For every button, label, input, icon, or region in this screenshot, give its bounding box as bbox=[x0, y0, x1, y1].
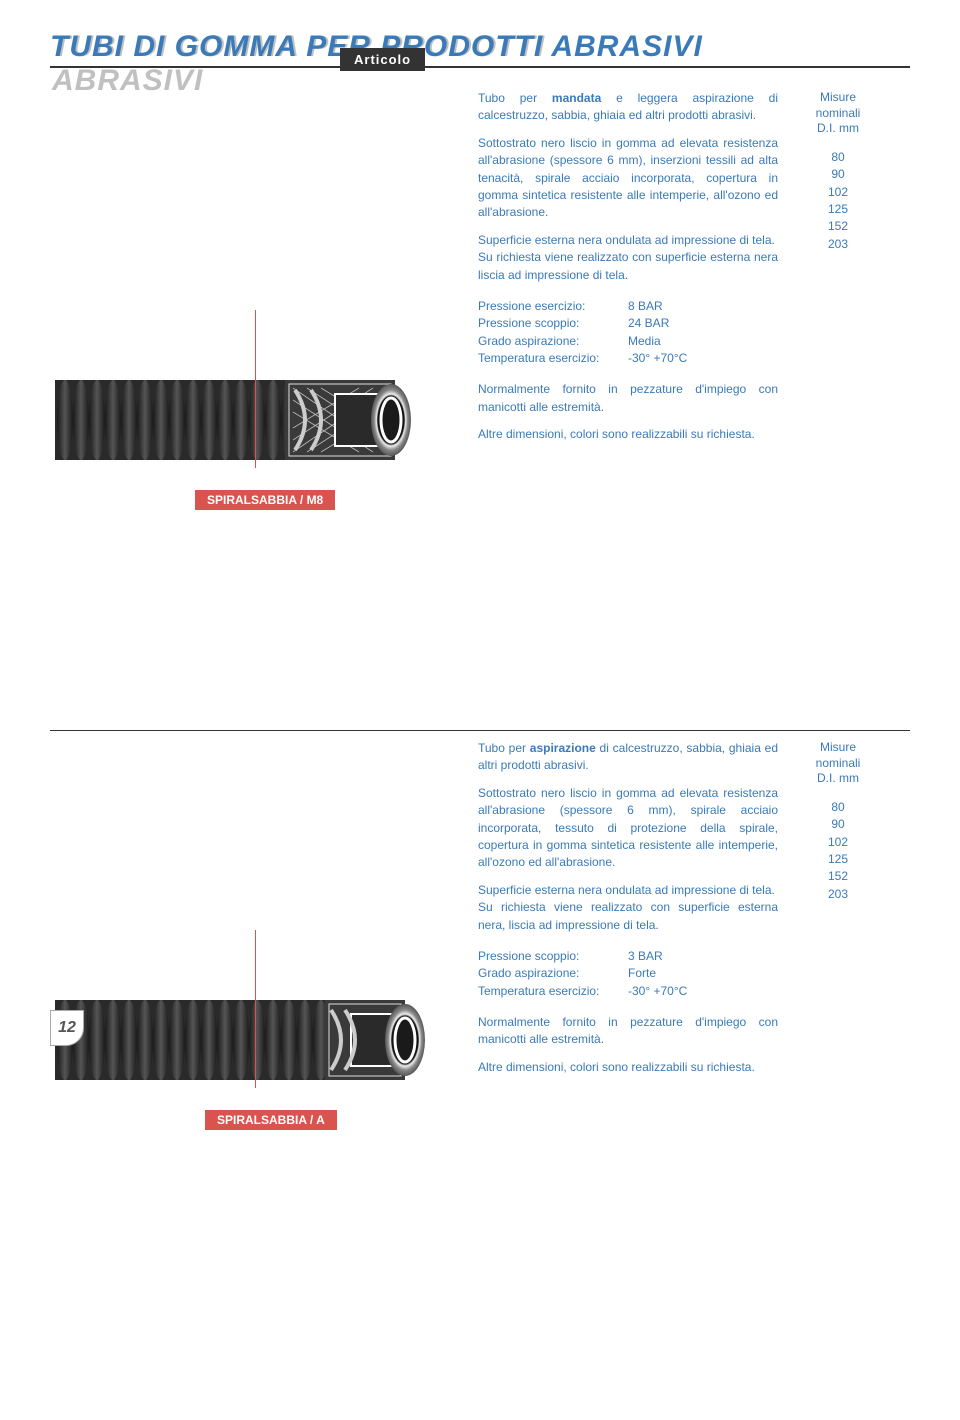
measure-value: 90 bbox=[796, 816, 880, 833]
product-1-measures: Misure nominaliD.I. mm 8090102125152203 bbox=[796, 90, 880, 253]
p2-body1: Sottostrato nero liscio in gomma ad elev… bbox=[478, 785, 778, 872]
measure-value: 80 bbox=[796, 149, 880, 166]
spec-row: Temperatura esercizio:-30° +70°C bbox=[478, 350, 778, 367]
articolo-tab: Articolo bbox=[340, 48, 425, 71]
measure-value: 90 bbox=[796, 166, 880, 183]
page: TUBI DI GOMMA PER PRODOTTI ABRASIVI Arti… bbox=[0, 0, 960, 1420]
p1-specs: Pressione esercizio:8 BARPressione scopp… bbox=[478, 298, 778, 368]
callout-line-1 bbox=[255, 310, 256, 468]
title-bar: TUBI DI GOMMA PER PRODOTTI ABRASIVI bbox=[50, 30, 910, 80]
spec-value: 3 BAR bbox=[628, 948, 663, 965]
spec-value: 8 BAR bbox=[628, 298, 663, 315]
p1-note2: Altre dimensioni, colori sono realizzabi… bbox=[478, 426, 778, 443]
spec-row: Pressione esercizio:8 BAR bbox=[478, 298, 778, 315]
spec-value: -30° +70°C bbox=[628, 983, 687, 1000]
spec-label: Pressione scoppio: bbox=[478, 948, 628, 965]
p1-note1: Normalmente fornito in pezzature d'impie… bbox=[478, 381, 778, 416]
measure-value: 80 bbox=[796, 799, 880, 816]
spec-label: Pressione esercizio: bbox=[478, 298, 628, 315]
callout-line-2 bbox=[255, 930, 256, 1088]
p2-measure-list: 8090102125152203 bbox=[796, 799, 880, 903]
measure-value: 203 bbox=[796, 886, 880, 903]
measure-value: 152 bbox=[796, 218, 880, 235]
measure-value: 152 bbox=[796, 868, 880, 885]
spec-row: Pressione scoppio:24 BAR bbox=[478, 315, 778, 332]
p2-body2: Superficie esterna nera ondulata ad impr… bbox=[478, 882, 778, 934]
product-label-2: SPIRALSABBIA / A bbox=[205, 1110, 337, 1130]
spec-row: Grado aspirazione:Media bbox=[478, 333, 778, 350]
spec-row: Grado aspirazione:Forte bbox=[478, 965, 778, 982]
spec-value: 24 BAR bbox=[628, 315, 669, 332]
measure-value: 203 bbox=[796, 236, 880, 253]
measures-header-2: Misure nominaliD.I. mm bbox=[796, 740, 880, 787]
p1-body2: Superficie esterna nera ondulata ad impr… bbox=[478, 232, 778, 284]
title-underline bbox=[50, 66, 910, 68]
measure-value: 102 bbox=[796, 834, 880, 851]
spec-label: Grado aspirazione: bbox=[478, 965, 628, 982]
measures-header: Misure nominaliD.I. mm bbox=[796, 90, 880, 137]
spec-value: Forte bbox=[628, 965, 656, 982]
spec-value: -30° +70°C bbox=[628, 350, 687, 367]
product-2-measures: Misure nominaliD.I. mm 8090102125152203 bbox=[796, 740, 880, 903]
product-2-description: Tubo per aspirazione di calcestruzzo, sa… bbox=[478, 740, 778, 1086]
product-1-description: Tubo per mandata e leggera aspirazione d… bbox=[478, 90, 778, 454]
hose-image-2 bbox=[55, 960, 435, 1120]
product-label-1: SPIRALSABBIA / M8 bbox=[195, 490, 335, 510]
p1-measure-list: 8090102125152203 bbox=[796, 149, 880, 253]
spec-row: Temperatura esercizio:-30° +70°C bbox=[478, 983, 778, 1000]
spec-label: Pressione scoppio: bbox=[478, 315, 628, 332]
p2-note1: Normalmente fornito in pezzature d'impie… bbox=[478, 1014, 778, 1049]
spec-label: Grado aspirazione: bbox=[478, 333, 628, 350]
measure-value: 125 bbox=[796, 851, 880, 868]
spec-value: Media bbox=[628, 333, 661, 350]
measure-value: 102 bbox=[796, 184, 880, 201]
p2-specs: Pressione scoppio:3 BARGrado aspirazione… bbox=[478, 948, 778, 1000]
p1-body1: Sottostrato nero liscio in gomma ad elev… bbox=[478, 135, 778, 222]
spec-label: Temperatura esercizio: bbox=[478, 350, 628, 367]
spec-label: Temperatura esercizio: bbox=[478, 983, 628, 1000]
p1-intro: Tubo per mandata e leggera aspirazione d… bbox=[478, 90, 778, 125]
separator bbox=[50, 730, 910, 731]
p2-note2: Altre dimensioni, colori sono realizzabi… bbox=[478, 1059, 778, 1076]
hose-image-1 bbox=[55, 340, 435, 500]
spec-row: Pressione scoppio:3 BAR bbox=[478, 948, 778, 965]
measure-value: 125 bbox=[796, 201, 880, 218]
p2-intro: Tubo per aspirazione di calcestruzzo, sa… bbox=[478, 740, 778, 775]
